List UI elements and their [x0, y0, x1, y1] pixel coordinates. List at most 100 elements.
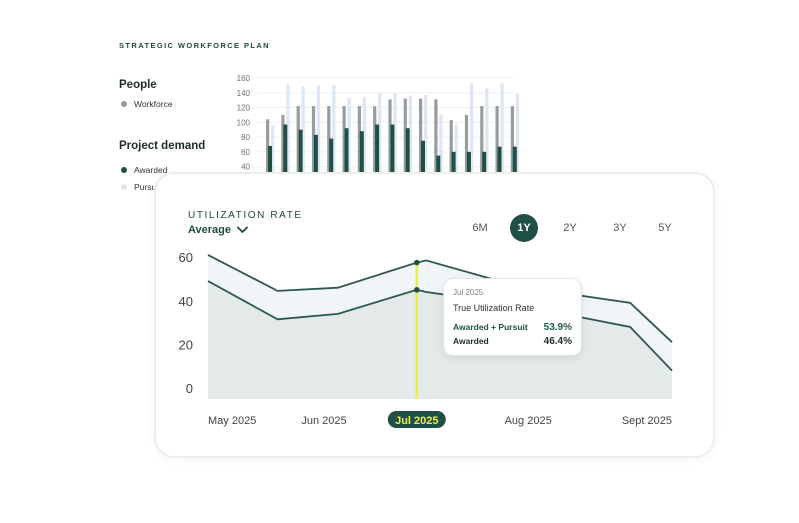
y-tick-label: 60 — [179, 250, 193, 265]
legend-pursuit-label: Pursuit — [134, 182, 161, 192]
aggregation-select[interactable]: Average — [188, 224, 248, 236]
bar-workforce — [281, 114, 285, 175]
legend-workforce-label: Workforce — [134, 99, 173, 109]
x-tick-label: Jul 2025 — [395, 415, 438, 427]
bar-y-tick-label: 120 — [237, 104, 251, 113]
bar-pursuit — [316, 85, 321, 175]
range-1y-button[interactable]: 1Y — [510, 214, 538, 242]
tooltip-row-awarded: Awarded 46.4% — [453, 336, 572, 347]
project-demand-heading: Project demand — [119, 140, 206, 152]
marker-point-awarded — [414, 287, 420, 293]
bar-workforce — [342, 106, 346, 175]
bar-y-tick-label: 140 — [237, 89, 251, 98]
bar-awarded — [421, 140, 425, 175]
x-tick-label: Sept 2025 — [622, 415, 672, 427]
bar-workforce — [495, 106, 499, 175]
bar-awarded — [344, 128, 349, 175]
people-heading: People — [119, 79, 157, 91]
bar-pursuit — [347, 97, 351, 175]
bar-awarded — [375, 124, 380, 175]
bar-workforce — [449, 120, 453, 175]
bar-workforce — [266, 119, 270, 175]
bar-y-tick-label: 160 — [237, 74, 251, 83]
range-5y-button[interactable]: 5Y — [658, 222, 672, 234]
bar-workforce — [388, 99, 392, 175]
bar-awarded — [466, 151, 471, 175]
aggregation-select-label: Average — [188, 224, 232, 236]
y-tick-label: 20 — [179, 337, 193, 352]
bar-pursuit — [485, 88, 489, 175]
tooltip-value-awarded: 46.4% — [543, 336, 572, 347]
range-3y-button[interactable]: 3Y — [613, 222, 627, 234]
y-tick-label: 0 — [186, 381, 193, 396]
bar-pursuit — [454, 124, 458, 175]
bar-awarded — [405, 128, 410, 175]
bar-workforce — [311, 106, 316, 175]
bar-pursuit — [500, 83, 504, 175]
bar-awarded — [298, 129, 303, 175]
bar-awarded — [329, 138, 334, 175]
utilization-tooltip: Jul 2025 True Utilization Rate Awarded +… — [443, 278, 582, 356]
bar-workforce — [327, 106, 331, 175]
bar-pursuit — [378, 93, 382, 175]
legend-awarded-dot — [121, 167, 127, 173]
bar-y-tick-label: 40 — [241, 163, 250, 172]
bar-workforce — [480, 106, 484, 175]
bar-workforce — [357, 106, 361, 175]
legend-pursuit-dot — [121, 184, 127, 190]
bar-awarded — [359, 131, 364, 175]
bar-awarded — [268, 145, 272, 175]
bar-pursuit — [271, 125, 275, 175]
bar-pursuit — [439, 114, 443, 175]
legend-workforce-dot — [121, 101, 127, 107]
tooltip-label-awarded-pursuit: Awarded + Pursuit — [453, 322, 528, 332]
line-awarded — [207, 280, 673, 372]
bar-workforce — [464, 114, 469, 175]
legend-awarded: Awarded — [121, 165, 167, 175]
bar-awarded — [482, 151, 487, 175]
x-tick-label: May 2025 — [208, 415, 256, 427]
bar-pursuit — [469, 83, 474, 175]
bar-workforce — [403, 98, 407, 175]
bar-awarded — [512, 146, 517, 175]
bar-awarded — [436, 155, 441, 175]
bar-y-tick-label: 80 — [241, 133, 250, 142]
bar-workforce — [434, 99, 438, 175]
bar-pursuit — [362, 97, 366, 175]
workforce-bar-chart: 40 60 80 100 120 140 160 — [237, 74, 519, 175]
utilization-title: UTILIZATION RATE — [188, 210, 303, 221]
legend-awarded-label: Awarded — [134, 165, 168, 175]
tooltip-label-awarded: Awarded — [453, 336, 489, 346]
utilization-card: 0 20 40 60 May 2025 Jun 2025 Jul 2025 Aug 2025 S… — [154, 172, 715, 458]
tooltip-date: Jul 2025 — [453, 288, 484, 297]
tooltip-row-awarded-pursuit: Awarded + Pursuit 53.9% — [453, 322, 572, 333]
bar-pursuit — [408, 95, 412, 175]
bar-workforce — [296, 106, 300, 175]
bar-awarded — [497, 146, 502, 175]
area-awarded — [208, 281, 672, 399]
bar-workforce — [373, 106, 377, 175]
tooltip-value-awarded-pursuit: 53.9% — [543, 322, 572, 333]
chevron-down-icon — [237, 226, 248, 233]
plan-label: STRATEGIC WORKFORCE PLAN — [119, 41, 270, 50]
legend-workforce: Workforce — [121, 99, 173, 109]
bar-awarded — [283, 124, 288, 175]
bar-pursuit — [424, 94, 428, 175]
tooltip-title: True Utilization Rate — [453, 303, 535, 313]
bar-y-tick-label: 60 — [241, 148, 250, 157]
bar-pursuit — [515, 93, 519, 175]
bar-workforce — [419, 98, 423, 175]
range-6m-button[interactable]: 6M — [472, 222, 488, 234]
bar-pursuit — [393, 93, 397, 175]
line-awarded-pursuit — [207, 254, 673, 343]
legend-pursuit: Pursuit — [121, 182, 160, 192]
bar-pursuit — [332, 84, 336, 175]
y-tick-label: 40 — [179, 294, 193, 309]
bar-pursuit — [301, 86, 305, 175]
x-tick-label: Jun 2025 — [301, 415, 346, 427]
bar-awarded — [313, 134, 318, 175]
range-2y-button[interactable]: 2Y — [563, 222, 577, 234]
bar-pursuit — [286, 84, 290, 175]
bar-awarded — [390, 124, 395, 175]
bar-awarded — [451, 151, 456, 175]
